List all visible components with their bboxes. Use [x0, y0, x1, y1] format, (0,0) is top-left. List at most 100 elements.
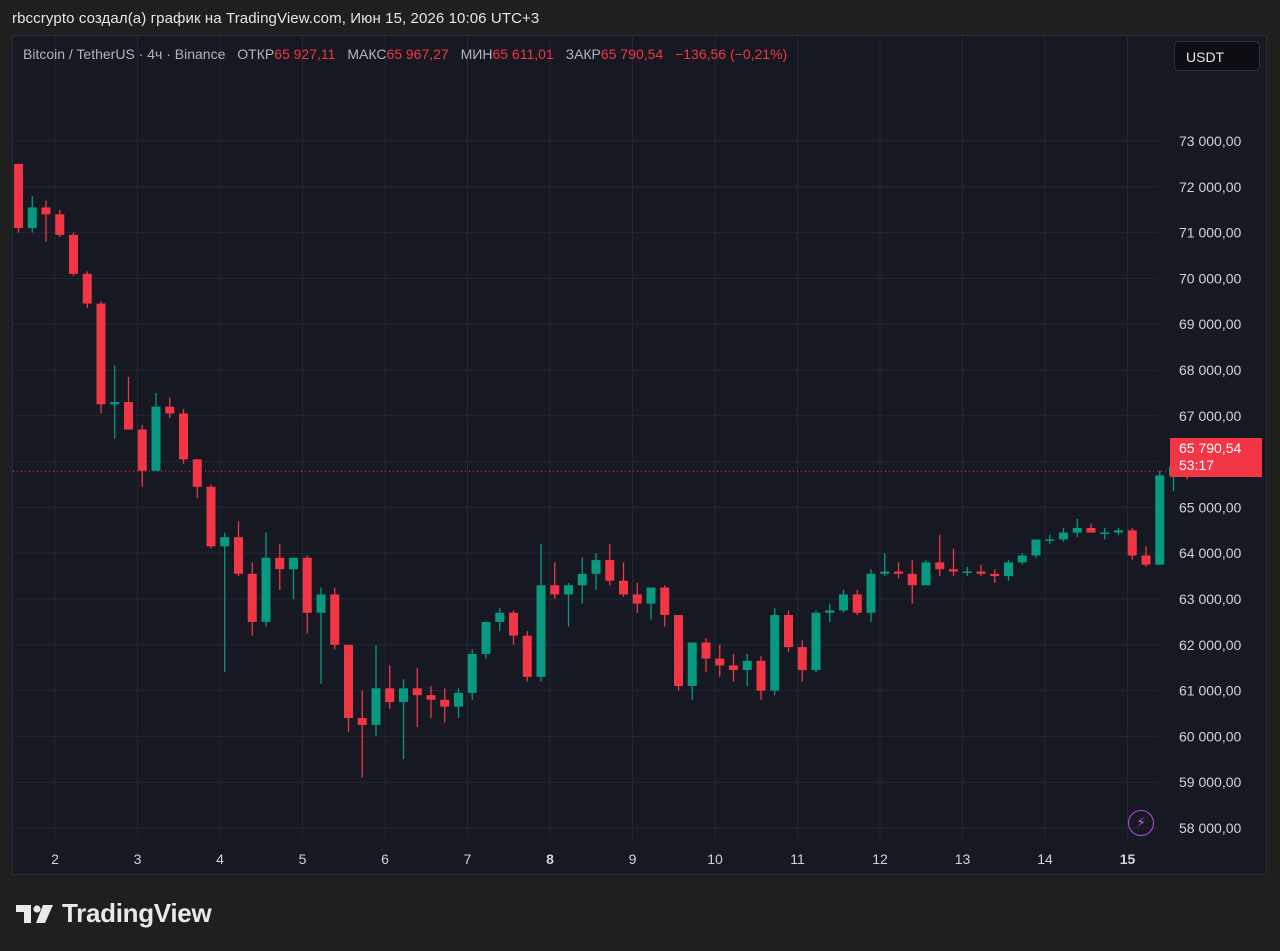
y-tick-label: 63 000,00	[1179, 591, 1241, 607]
candle	[976, 564, 986, 577]
candle	[577, 557, 587, 604]
candle-body	[1141, 555, 1151, 565]
candle	[591, 553, 601, 590]
candle-body	[674, 615, 683, 687]
candle-body	[289, 557, 298, 570]
candle	[399, 679, 408, 760]
candle-body	[357, 718, 367, 725]
candle-body	[1155, 475, 1165, 565]
candle	[316, 587, 326, 684]
high-label: МАКС	[347, 46, 387, 62]
candle-body	[1059, 532, 1068, 540]
chart-panel[interactable]: 58 000,00 59 000,00 60 000,00 61 000,00 62 0…	[12, 35, 1267, 875]
y-tick-label: 64 000,00	[1179, 545, 1241, 561]
tradingview-logo-icon	[16, 904, 53, 923]
candle-body	[1072, 528, 1082, 533]
y-tick-label: 69 000,00	[1179, 316, 1241, 332]
candle	[536, 544, 546, 682]
candle	[206, 484, 216, 549]
candle-body	[454, 692, 463, 707]
candle-body	[660, 587, 670, 616]
candle-body	[247, 573, 257, 622]
candle	[742, 653, 752, 687]
candle-body	[179, 413, 188, 460]
candle	[275, 544, 285, 590]
candle-body	[110, 402, 120, 405]
candle	[96, 301, 106, 414]
candle	[69, 232, 78, 277]
candle-body	[220, 537, 230, 547]
candle	[894, 562, 903, 579]
x-tick-label: 14	[1037, 851, 1053, 867]
candle-body	[165, 406, 175, 414]
symbol-label[interactable]: Bitcoin / TetherUS · 4ч · Binance	[23, 46, 226, 62]
candle-body	[852, 594, 862, 613]
candle	[962, 566, 972, 577]
candle-body	[646, 587, 656, 604]
candle	[646, 587, 656, 620]
candle	[605, 544, 615, 586]
candle-body	[481, 621, 491, 654]
y-tick-label: 67 000,00	[1179, 408, 1241, 424]
candle-body	[495, 612, 505, 622]
y-tick-label: 59 000,00	[1179, 774, 1241, 790]
candle-body	[729, 665, 738, 670]
candle	[454, 688, 463, 719]
candle	[302, 555, 312, 634]
candle	[866, 569, 876, 622]
currency-button[interactable]: USDT	[1174, 41, 1260, 71]
candle-body	[426, 695, 436, 700]
candle	[151, 392, 161, 471]
tradingview-brand[interactable]: TradingView	[16, 898, 212, 929]
candle	[247, 562, 257, 636]
candle	[41, 200, 51, 242]
candle	[852, 589, 862, 616]
candle	[729, 653, 738, 682]
lightning-icon[interactable]: ⚡︎	[1128, 810, 1154, 836]
candle	[687, 642, 697, 700]
candle-body	[316, 594, 326, 613]
y-tick-label: 58 000,00	[1179, 820, 1241, 836]
candle	[261, 532, 271, 627]
candle	[179, 408, 188, 464]
x-tick-label: 5	[299, 851, 307, 867]
candle-body	[206, 486, 216, 547]
y-tick-label: 60 000,00	[1179, 728, 1241, 744]
candle	[1059, 528, 1068, 542]
candle	[990, 569, 1000, 583]
candle-body	[96, 303, 106, 405]
candle	[921, 560, 931, 586]
candle-body	[137, 429, 147, 471]
ohlc-legend: Bitcoin / TetherUS · 4ч · Binance ОТКР65…	[23, 46, 787, 62]
candle-body	[990, 573, 1000, 577]
candle-body	[577, 573, 587, 586]
candle-body	[1031, 539, 1041, 556]
candle-body	[880, 571, 890, 574]
candlestick-chart[interactable]: 58 000,00 59 000,00 60 000,00 61 000,00 62 0…	[13, 36, 1268, 876]
axis-labels: 58 000,00 59 000,00 60 000,00 61 000,00 62 0…	[51, 133, 1241, 867]
low-label: МИН	[460, 46, 493, 62]
candle-body	[1017, 555, 1027, 563]
candle-body	[907, 573, 917, 586]
candle-body	[1114, 530, 1123, 533]
candle	[632, 582, 642, 613]
candle-body	[344, 644, 353, 719]
chart-credit: rbccrypto создал(а) график на TradingVie…	[12, 10, 540, 27]
candles	[14, 163, 1192, 778]
candle-body	[632, 594, 642, 604]
candle	[1004, 560, 1013, 581]
candle	[165, 397, 175, 419]
candle	[715, 644, 725, 677]
y-tick-label: 72 000,00	[1179, 179, 1241, 195]
x-tick-label: 9	[629, 851, 637, 867]
x-tick-label: 13	[955, 851, 971, 867]
change-value: −136,56 (−0,21%)	[675, 46, 788, 62]
candle-body	[192, 459, 202, 487]
candle	[1072, 518, 1082, 538]
candle-body	[55, 214, 65, 235]
candle-body	[756, 660, 766, 691]
candle-body	[866, 573, 876, 613]
candle-body	[949, 569, 958, 572]
candle-body	[797, 647, 807, 670]
candle-body	[302, 557, 312, 613]
